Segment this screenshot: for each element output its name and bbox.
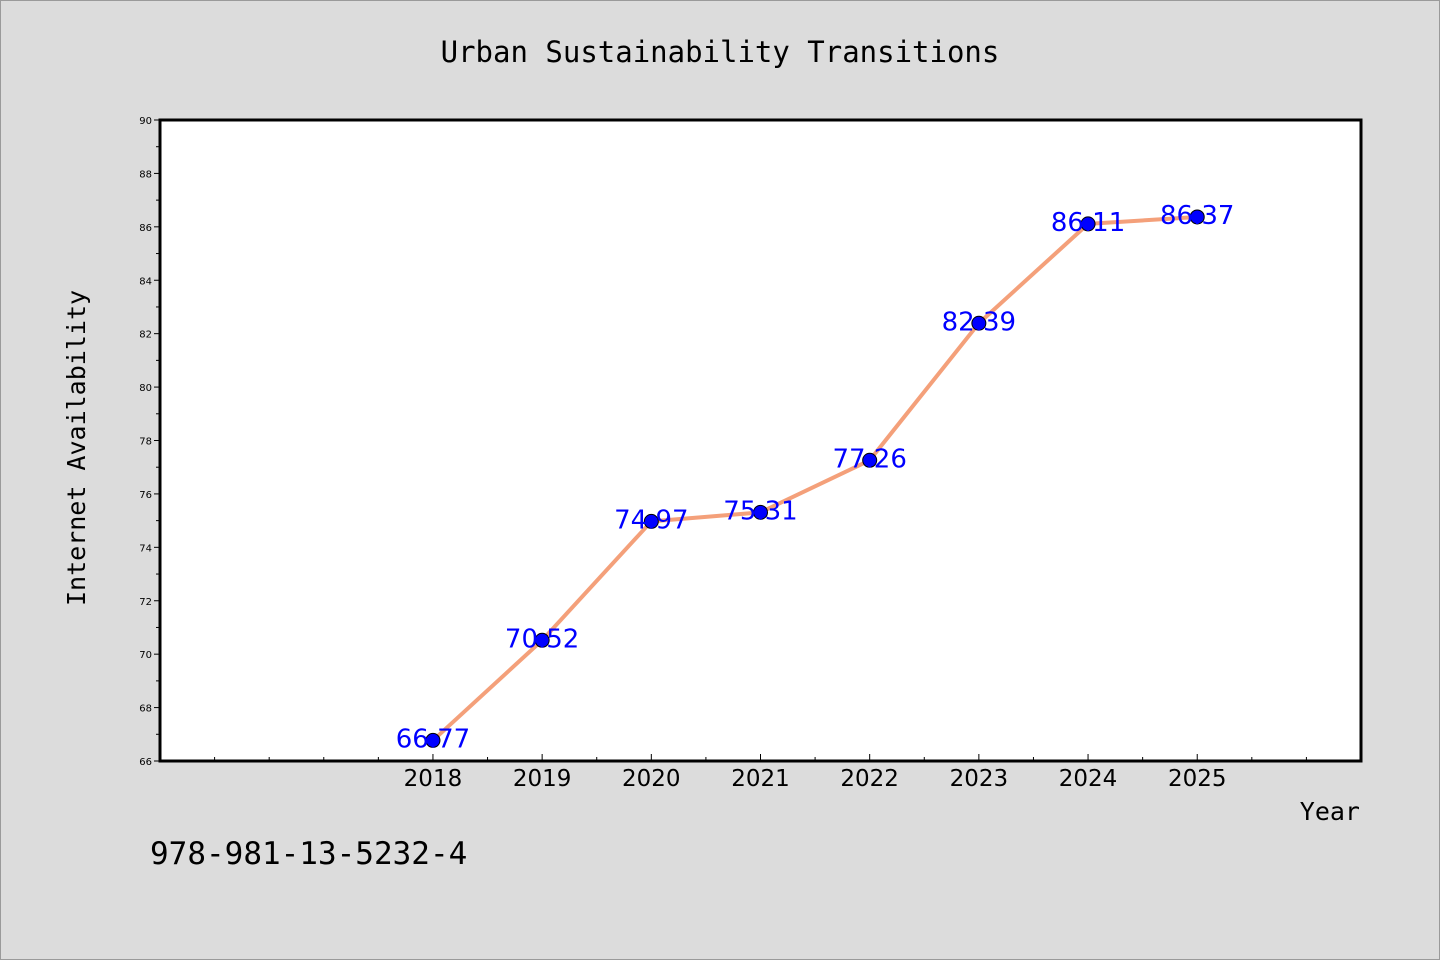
- y-tick-label: 72: [139, 597, 152, 608]
- x-tick-label: 2019: [513, 766, 572, 792]
- data-label: 77.26: [832, 444, 906, 474]
- y-tick-label: 68: [139, 704, 152, 715]
- series-layer: 66.77 70.52 74.97 75.31 77.26 82.39 86.11 86.37: [396, 201, 1235, 754]
- series-line: [431, 214, 1198, 742]
- data-label: 70.52: [505, 624, 579, 654]
- x-tick-label: 2024: [1059, 766, 1118, 792]
- data-point: [971, 315, 987, 331]
- y-tick-label: 76: [139, 490, 152, 501]
- x-tick-label: 2023: [950, 766, 1009, 792]
- data-label: 86.11: [1051, 208, 1125, 238]
- y-tick-label: 80: [139, 383, 152, 394]
- data-point: [425, 732, 441, 748]
- data-label: 74.97: [614, 505, 688, 535]
- x-axis: 2018 2019 2020 2021 2022 2023 2024 2025: [159, 754, 1362, 792]
- data-point: [534, 632, 550, 648]
- y-axis-label: Internet Availability: [62, 290, 91, 606]
- x-tick-label: 2025: [1168, 766, 1227, 792]
- y-tick-label: 82: [139, 330, 152, 341]
- x-tick-label: 2020: [622, 766, 681, 792]
- y-tick-label: 84: [139, 276, 152, 287]
- y-tick-label: 74: [139, 543, 152, 554]
- x-tick-label: 2022: [840, 766, 899, 792]
- data-point: [1080, 216, 1096, 232]
- y-tick-label: 90: [139, 116, 152, 127]
- y-tick-label: 70: [139, 650, 152, 661]
- plot-border: [158, 118, 1363, 763]
- x-tick-label: 2018: [404, 766, 463, 792]
- data-label: 86.37: [1160, 201, 1234, 231]
- y-tick-label: 86: [139, 223, 152, 234]
- data-label: 82.39: [942, 307, 1016, 337]
- y-axis: 66 68 70 72 74 76 78 80 82 84 86 88 90: [139, 116, 160, 768]
- y-tick-label: 66: [139, 757, 152, 768]
- data-point: [753, 504, 768, 520]
- x-tick-label: 2021: [731, 766, 790, 792]
- data-point: [862, 452, 878, 468]
- data-point: [643, 513, 659, 529]
- data-label: 66.77: [396, 724, 470, 754]
- data-point: [1189, 209, 1205, 225]
- x-axis-label: Year: [1300, 797, 1360, 826]
- chart-title: Urban Sustainability Transitions: [441, 35, 1000, 69]
- isbn-annotation: 978-981-13-5232-4: [150, 836, 467, 872]
- data-label: 75.31: [723, 496, 797, 526]
- plot-area: [160, 120, 1361, 761]
- y-tick-label: 88: [139, 169, 152, 180]
- y-tick-label: 78: [139, 437, 152, 448]
